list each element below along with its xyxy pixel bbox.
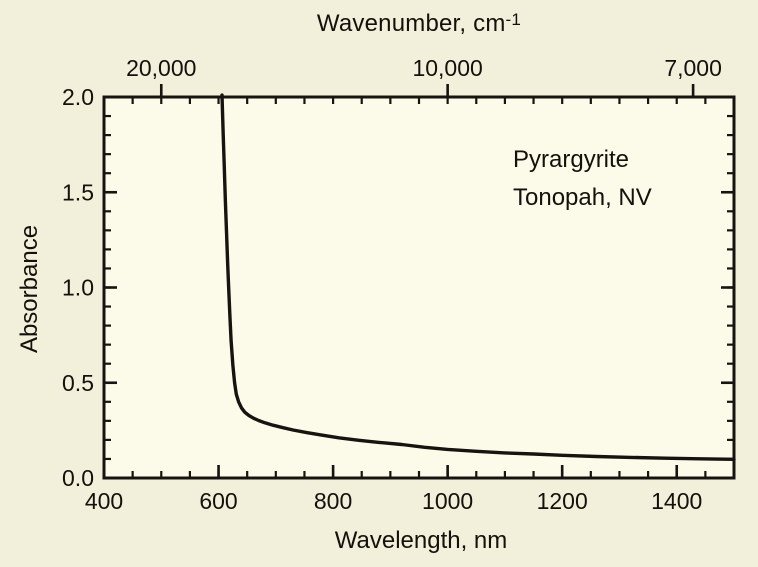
- sample-annotation: Pyrargyrite Tonopah, NV: [513, 141, 652, 217]
- y-tick-label: 0.0: [62, 465, 94, 491]
- wavenumber-tick-label: 10,000: [412, 55, 482, 81]
- top-axis-title-superscript: -1: [505, 10, 522, 29]
- x-tick-label: 400: [85, 488, 123, 514]
- plot-area: [104, 97, 734, 478]
- wavenumber-tick-label: 7,000: [664, 55, 722, 81]
- x-tick-label: 1400: [651, 488, 702, 514]
- annotation-mineral-name: Pyrargyrite: [513, 146, 630, 173]
- absorbance-curve: [220, 93, 736, 461]
- y-tick-label: 2.0: [62, 84, 94, 110]
- annotation-locality: Tonopah, NV: [513, 184, 652, 211]
- x-axis-title: Wavelength, nm: [334, 527, 508, 554]
- y-tick-label: 1.5: [62, 179, 94, 205]
- x-tick-label: 1000: [422, 488, 473, 514]
- wavenumber-tick-label: 20,000: [126, 55, 196, 81]
- y-tick-label: 0.5: [62, 370, 94, 396]
- x-tick-label: 800: [314, 488, 352, 514]
- top-axis-title: Wavenumber, cm-1: [80, 10, 758, 38]
- y-axis-title: Absorbance: [16, 224, 43, 354]
- plot-frame: [102, 95, 736, 480]
- top-axis-title-text: Wavenumber, cm: [316, 10, 506, 37]
- x-tick-label: 600: [199, 488, 237, 514]
- y-tick-label: 1.0: [62, 275, 94, 301]
- x-tick-label: 1200: [537, 488, 588, 514]
